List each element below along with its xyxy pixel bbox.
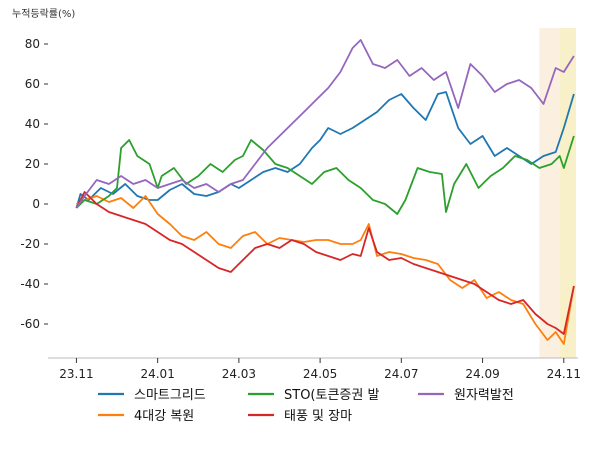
y-tick-label: -40 <box>20 277 40 291</box>
highlight-band-1 <box>559 28 576 358</box>
y-tick-label: 20 <box>25 157 40 171</box>
legend-label: 원자력발전 <box>454 388 514 403</box>
y-tick-label: 0 <box>32 197 40 211</box>
x-tick-label: 24.11 <box>547 367 581 381</box>
legend-label: 태풍 및 장마 <box>284 409 352 424</box>
y-tick-label: 60 <box>25 77 40 91</box>
legend-item-0[interactable]: 스마트그리드 <box>98 388 206 403</box>
legend-label: 스마트그리드 <box>134 388 206 403</box>
y-tick-label: 40 <box>25 117 40 131</box>
y-axis-label: 누적등락률(%) <box>12 8 75 20</box>
x-tick-label: 24.05 <box>303 367 337 381</box>
x-tick-label: 24.09 <box>465 367 499 381</box>
legend-item-4[interactable]: 원자력발전 <box>418 388 514 403</box>
legend-label: 4대강 복원 <box>134 409 194 424</box>
highlight-bands <box>539 28 576 358</box>
highlight-band-0 <box>539 28 560 358</box>
legend-item-3[interactable]: 태풍 및 장마 <box>248 409 352 424</box>
series-lines <box>75 39 575 345</box>
series-line-4 <box>75 39 575 209</box>
y-tick-label: 80 <box>25 37 40 51</box>
x-tick-label: 24.07 <box>384 367 418 381</box>
legend-label: STO(토큰증권 발 <box>284 388 379 403</box>
x-tick-label: 23.11 <box>59 367 93 381</box>
y-tick-label: -20 <box>20 237 40 251</box>
x-tick-label: 24.01 <box>140 367 174 381</box>
series-line-3 <box>75 191 575 335</box>
x-tick-label: 24.03 <box>222 367 256 381</box>
axes: 80 60 40 20 0 -20 -40 -60 23.11 24.01 24.03 24.05 24… <box>20 37 581 381</box>
series-line-2 <box>75 135 575 215</box>
series-line-0 <box>75 91 575 209</box>
y-tick-label: -60 <box>20 317 40 331</box>
legend-item-2[interactable]: STO(토큰증권 발 <box>248 388 379 403</box>
legend[interactable]: 스마트그리드 4대강 복원 STO(토큰증권 발태풍 및 장마 원자력발전 <box>98 388 514 424</box>
legend-item-1[interactable]: 4대강 복원 <box>98 409 194 424</box>
series-line-1 <box>76 195 575 345</box>
